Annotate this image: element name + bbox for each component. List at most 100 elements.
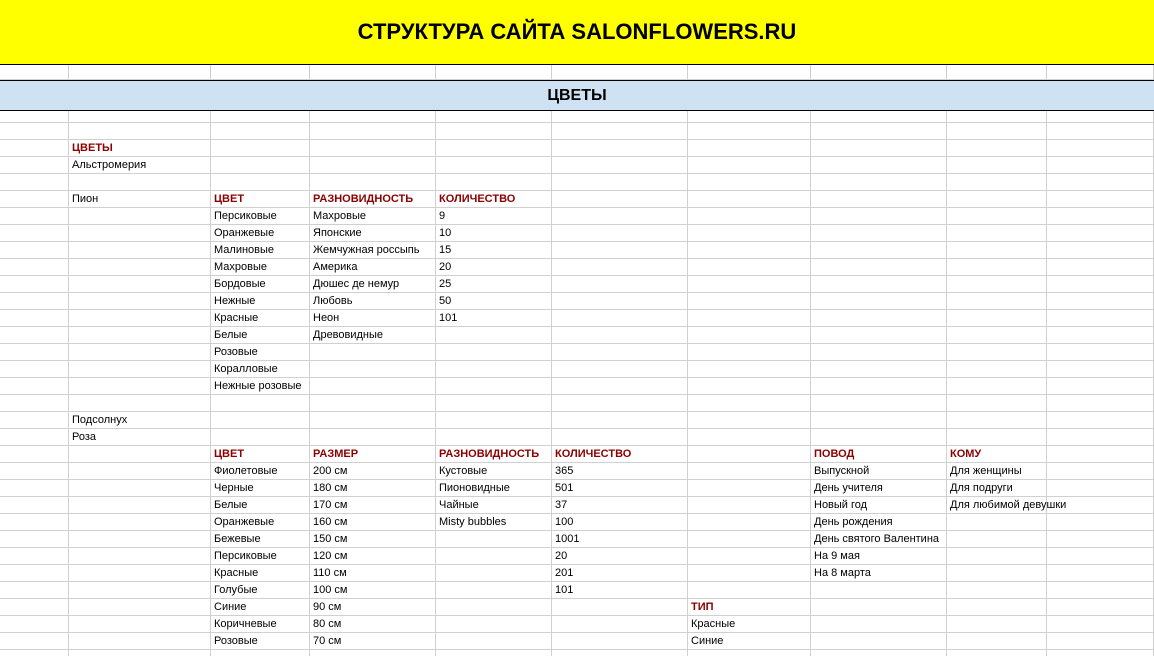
cell-text: День учителя xyxy=(811,480,947,497)
cell xyxy=(69,225,211,242)
cell-text: Бордовые xyxy=(211,276,310,293)
cell-text: ТИП xyxy=(688,599,811,616)
cell xyxy=(436,157,552,174)
cell xyxy=(1047,276,1154,293)
cell xyxy=(1047,514,1154,531)
cell xyxy=(436,429,552,446)
cell-text: РАЗНОВИДНОСТЬ xyxy=(310,191,436,208)
cell-text: Розовые xyxy=(211,344,310,361)
cell xyxy=(1047,65,1154,80)
cell xyxy=(811,616,947,633)
cell-text: Пион xyxy=(69,191,211,208)
cell xyxy=(0,140,69,157)
cell-text: КОЛИЧЕСТВО xyxy=(552,446,688,463)
cell xyxy=(0,208,69,225)
cell-text: На 8 марта xyxy=(811,565,947,582)
cell xyxy=(688,548,811,565)
cell xyxy=(552,344,688,361)
cell-text: ЦВЕТ xyxy=(211,446,310,463)
cell xyxy=(688,514,811,531)
cell xyxy=(69,514,211,531)
cell-text: 501 xyxy=(552,480,688,497)
cell xyxy=(0,565,69,582)
cell xyxy=(552,650,688,656)
cell xyxy=(0,446,69,463)
cell xyxy=(0,616,69,633)
cell xyxy=(436,174,552,191)
cell-text: 365 xyxy=(552,463,688,480)
cell-text: Белые xyxy=(211,497,310,514)
cell xyxy=(811,123,947,140)
cell xyxy=(688,361,811,378)
cell-text: 1001 xyxy=(552,531,688,548)
cell-text: ПОВОД xyxy=(811,446,947,463)
cell-text: 20 xyxy=(436,259,552,276)
cell-text: Новый год xyxy=(811,497,947,514)
cell xyxy=(0,111,69,123)
cell xyxy=(811,191,947,208)
cell xyxy=(552,225,688,242)
cell-text: 25 xyxy=(436,276,552,293)
cell xyxy=(947,344,1047,361)
cell xyxy=(811,395,947,412)
cell xyxy=(211,157,310,174)
cell xyxy=(1047,344,1154,361)
cell xyxy=(1047,157,1154,174)
cell xyxy=(310,344,436,361)
sheet-title: СТРУКТУРА САЙТА SALONFLOWERS.RU xyxy=(0,0,1154,65)
cell-text: Чайные xyxy=(436,497,552,514)
cell xyxy=(947,259,1047,276)
cell xyxy=(811,242,947,259)
cell-text: КОМУ xyxy=(947,446,1047,463)
cell xyxy=(211,123,310,140)
cell-text: Подсолнух xyxy=(69,412,211,429)
cell xyxy=(947,582,1047,599)
cell xyxy=(688,378,811,395)
cell xyxy=(552,123,688,140)
cell xyxy=(1047,412,1154,429)
cell xyxy=(0,497,69,514)
cell xyxy=(552,259,688,276)
cell xyxy=(811,327,947,344)
cell xyxy=(688,225,811,242)
cell-text: Для женщины xyxy=(947,463,1047,480)
cell xyxy=(811,276,947,293)
section-title: ЦВЕТЫ xyxy=(0,80,1154,111)
cell xyxy=(811,650,947,656)
cell xyxy=(211,111,310,123)
cell xyxy=(69,548,211,565)
cell xyxy=(947,191,1047,208)
cell xyxy=(436,565,552,582)
cell xyxy=(436,140,552,157)
cell xyxy=(310,123,436,140)
cell xyxy=(0,480,69,497)
cell-text: Выпускной xyxy=(811,463,947,480)
cell xyxy=(552,276,688,293)
cell xyxy=(811,633,947,650)
cell xyxy=(811,429,947,446)
cell xyxy=(947,111,1047,123)
cell xyxy=(1047,174,1154,191)
cell-text: РАЗМЕР xyxy=(310,446,436,463)
cell xyxy=(688,531,811,548)
cell-text: Любовь xyxy=(310,293,436,310)
cell-text: Розовые xyxy=(211,633,310,650)
cell-text: ЦВЕТ xyxy=(211,191,310,208)
cell-text: Японские xyxy=(310,225,436,242)
cell xyxy=(688,327,811,344)
cell xyxy=(1047,361,1154,378)
cell xyxy=(436,412,552,429)
cell-text: Белые xyxy=(211,327,310,344)
cell xyxy=(69,242,211,259)
cell xyxy=(688,174,811,191)
cell xyxy=(688,429,811,446)
cell xyxy=(0,293,69,310)
cell xyxy=(947,531,1047,548)
cell xyxy=(211,429,310,446)
cell xyxy=(947,378,1047,395)
cell-text: Махровые xyxy=(211,259,310,276)
cell xyxy=(947,514,1047,531)
cell xyxy=(811,259,947,276)
cell xyxy=(552,65,688,80)
